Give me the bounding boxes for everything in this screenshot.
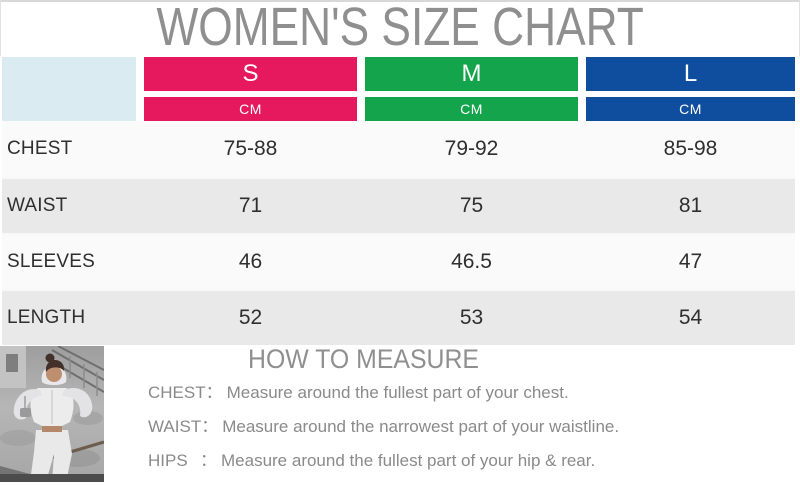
size-chart-title-bar: WOMEN'S SIZE CHART [0,0,800,56]
measure-item-chest: CHEST： Measure around the fullest part o… [148,383,628,403]
row-label: WAIST [7,195,68,216]
page-title: WOMEN'S SIZE CHART [156,0,644,56]
cell-value: 81 [678,194,703,217]
model-photo-illustration [0,346,104,482]
size-chart-body: CHEST 75-88 79-92 85-98 WAIST 71 75 81 S… [2,121,795,345]
model-photo [0,346,104,482]
measure-colon: ： [205,383,223,402]
measure-colon: ： [200,451,217,470]
cell-value: 85-98 [663,137,718,160]
cell-value: 54 [678,306,703,329]
how-to-measure-list: CHEST： Measure around the fullest part o… [148,383,628,485]
cell-value: 53 [459,306,484,329]
unit-cell-m: CM [365,97,578,121]
table-row-length: LENGTH 52 53 54 [2,289,795,345]
corner-cell [2,57,136,121]
measure-text: Measure around the fullest part of your … [221,451,596,470]
table-row-waist: WAIST 71 75 81 [2,177,795,233]
cell-value: 47 [678,250,703,273]
measure-item-waist: WAIST： Measure around the narrowest part… [148,417,628,437]
size-header-s: S [144,57,357,91]
measure-text: Measure around the narrowest part of you… [222,417,620,436]
table-row-chest: CHEST 75-88 79-92 85-98 [2,121,795,177]
cell-value: 46 [238,250,263,273]
row-label: CHEST [7,138,73,159]
measure-item-hips: HIPS ： Measure around the fullest part of… [148,451,628,471]
unit-cell-l: CM [586,97,795,121]
cell-value: 75 [459,194,484,217]
cell-value: 79-92 [444,137,499,160]
size-header-l: L [586,57,795,91]
cell-value: 71 [238,194,263,217]
cell-value: 75-88 [223,137,278,160]
size-chart-header: S M L CM CM CM [2,57,795,121]
row-label: LENGTH [7,307,86,328]
how-to-measure-title: HOW TO MEASURE [248,344,480,374]
size-header-m: M [365,57,578,91]
unit-cell-s: CM [144,97,357,121]
measure-label: CHEST [148,383,206,402]
table-row-sleeves: SLEEVES 46 46.5 47 [2,233,795,289]
row-label: SLEEVES [7,251,96,272]
measure-label: HIPS [148,451,188,470]
cell-value: 46.5 [451,250,492,273]
measure-text: Measure around the fullest part of your … [226,383,569,402]
cell-value: 52 [238,306,263,329]
measure-label: WAIST [148,417,202,436]
measure-colon: ： [201,417,219,436]
